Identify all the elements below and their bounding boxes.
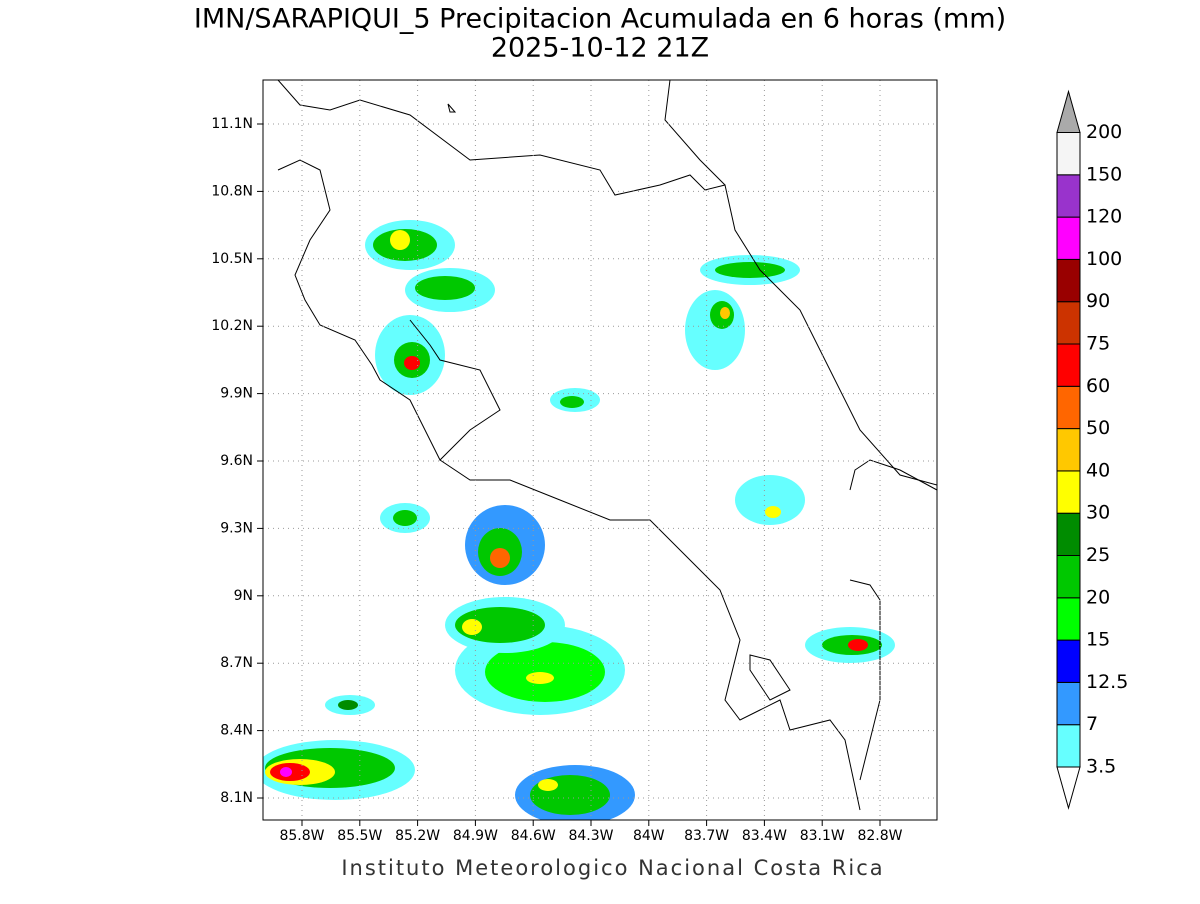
lat-label: 10.8N bbox=[211, 183, 253, 199]
lat-label: 9N bbox=[234, 588, 253, 604]
lon-label: 83.4W bbox=[742, 828, 787, 844]
map-subtitle: 2025-10-12 21Z bbox=[491, 33, 709, 64]
colorbar-box bbox=[1056, 301, 1081, 345]
colorbar-box bbox=[1056, 174, 1081, 218]
colorbar-label: 60 bbox=[1086, 375, 1110, 397]
colorbar-label: 3.5 bbox=[1086, 756, 1116, 778]
lat-label: 10.2N bbox=[211, 318, 253, 334]
colorbar: 3.5 7 12.5 15 20 25 30 40 50 60 75 90 100 120 150 200 bbox=[1056, 89, 1128, 810]
colorbar-box bbox=[1056, 428, 1081, 472]
colorbar-label: 120 bbox=[1086, 206, 1122, 228]
colorbar-label: 75 bbox=[1086, 333, 1110, 355]
lon-label: 85.2W bbox=[395, 828, 440, 844]
colorbar-box bbox=[1056, 470, 1081, 514]
colorbar-box bbox=[1056, 216, 1081, 260]
lon-label: 83.1W bbox=[800, 828, 845, 844]
lat-label: 11.1N bbox=[211, 116, 253, 132]
lat-label: 9.6N bbox=[220, 453, 253, 469]
colorbar-label: 50 bbox=[1086, 417, 1110, 439]
coastline bbox=[277, 80, 937, 811]
colorbar-box bbox=[1056, 512, 1081, 557]
map-title: IMN/SARAPIQUI_5 Precipitacion Acumulada … bbox=[194, 4, 1006, 35]
map-area bbox=[263, 80, 937, 820]
grid bbox=[263, 80, 937, 820]
lon-label: 84.9W bbox=[453, 828, 498, 844]
lon-label: 84W bbox=[633, 828, 665, 844]
colorbar-above bbox=[1056, 89, 1081, 133]
colorbar-label: 40 bbox=[1086, 459, 1110, 481]
colorbar-box bbox=[1056, 597, 1081, 641]
colorbar-label: 30 bbox=[1086, 502, 1110, 524]
lat-label: 9.3N bbox=[220, 520, 253, 536]
lon-label: 84.3W bbox=[568, 828, 613, 844]
colorbar-box bbox=[1056, 681, 1081, 726]
colorbar-box bbox=[1056, 385, 1081, 430]
lat-label: 9.9N bbox=[220, 386, 253, 402]
lat-label: 8.4N bbox=[220, 723, 253, 739]
precipitation bbox=[263, 220, 895, 820]
colorbar-box bbox=[1056, 555, 1081, 599]
lon-label: 85.5W bbox=[337, 828, 382, 844]
colorbar-below bbox=[1056, 766, 1081, 810]
colorbar-label: 25 bbox=[1086, 544, 1110, 566]
map-frame bbox=[262, 79, 938, 821]
colorbar-label: 100 bbox=[1086, 248, 1122, 270]
colorbar-label: 150 bbox=[1086, 163, 1122, 185]
lon-label: 82.8W bbox=[857, 828, 902, 844]
colorbar-label: 20 bbox=[1086, 586, 1110, 608]
footer-credit: Instituto Meteorologico Nacional Costa R… bbox=[341, 856, 884, 880]
colorbar-box bbox=[1056, 343, 1081, 387]
lon-label: 85.8W bbox=[279, 828, 324, 844]
colorbar-box bbox=[1056, 132, 1081, 176]
lon-label: 83.7W bbox=[684, 828, 729, 844]
colorbar-label: 7 bbox=[1086, 713, 1098, 735]
axes: 11.1N 10.8N 10.5N 10.2N 9.9N 9.6N 9.3N 9N 8.7N 8.… bbox=[211, 116, 902, 844]
colorbar-label: 200 bbox=[1086, 121, 1122, 143]
colorbar-label: 90 bbox=[1086, 290, 1110, 312]
colorbar-label: 15 bbox=[1086, 629, 1110, 651]
lat-label: 10.5N bbox=[211, 251, 253, 267]
lat-label: 8.1N bbox=[220, 790, 253, 806]
lat-label: 8.7N bbox=[220, 655, 253, 671]
colorbar-label: 12.5 bbox=[1086, 671, 1128, 693]
colorbar-box bbox=[1056, 258, 1081, 303]
colorbar-box bbox=[1056, 639, 1081, 683]
lon-label: 84.6W bbox=[511, 828, 556, 844]
colorbar-box bbox=[1056, 724, 1081, 768]
